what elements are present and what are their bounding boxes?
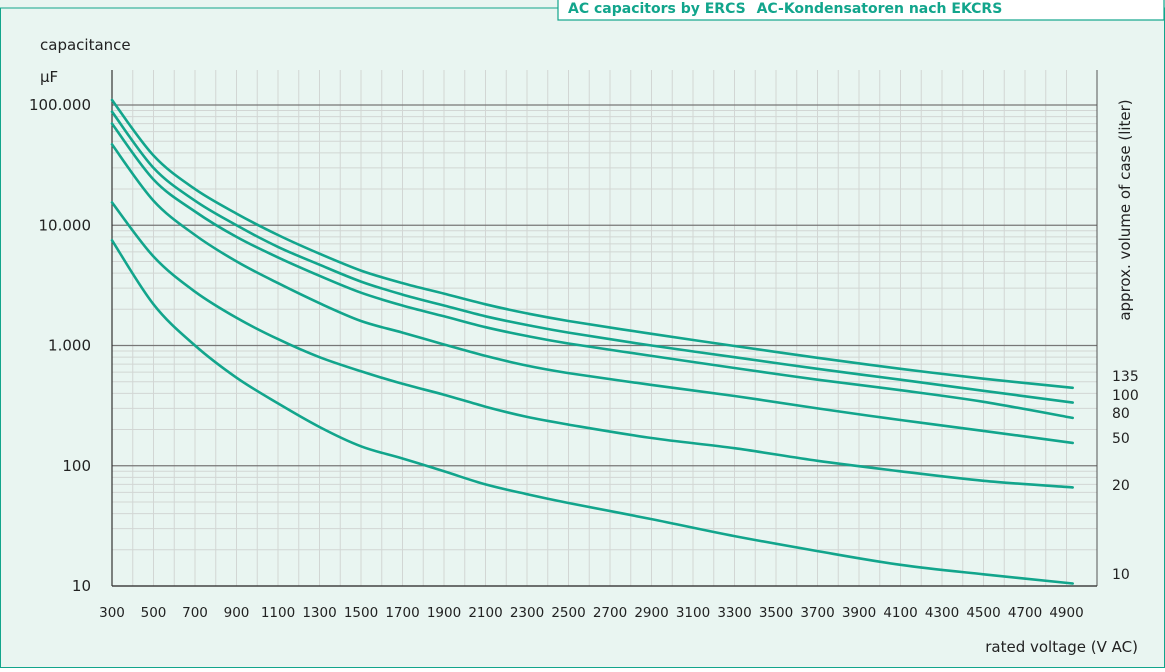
curves (110, 98, 1074, 585)
x-tick-label: 500 (141, 605, 167, 621)
x-tick-label: 2700 (593, 605, 627, 621)
series-line-80 (110, 122, 1074, 420)
title-english: AC capacitors by ERCS (568, 1, 746, 17)
x-tick-label: 3100 (676, 605, 710, 621)
x-tick-label: 300 (99, 605, 125, 621)
x-tick-label: 4300 (925, 605, 959, 621)
x-axis-label: rated voltage (V AC) (985, 638, 1138, 656)
title-box-frame (557, 0, 1165, 21)
y-axis-unit: µF (40, 68, 58, 86)
y-tick-label: 10.000 (39, 216, 92, 234)
x-tick-label: 900 (224, 605, 250, 621)
header-title-box: AC capacitors by ERCS AC-Kondensatoren n… (557, 0, 1165, 21)
series-line-10 (110, 239, 1074, 585)
series-line-135 (110, 98, 1074, 390)
x-tick-label: 2100 (468, 605, 502, 621)
minor-grid (111, 70, 1097, 586)
y-axis-label: capacitance (40, 36, 131, 54)
series-label-100: 100 (1112, 388, 1139, 404)
series-line-100 (110, 110, 1074, 404)
x-tick-label: 4500 (966, 605, 1000, 621)
series-label-135: 135 (1112, 369, 1139, 385)
x-tick-label: 2300 (510, 605, 544, 621)
x-tick-labels: 300 500 700 900 1100 1300 1500 1700 1900 2100 2300… (99, 605, 1084, 621)
y-tick-label: 1.000 (48, 337, 91, 355)
x-tick-label: 1100 (261, 605, 295, 621)
y-tick-label: 100 (62, 457, 91, 475)
x-tick-label: 4100 (883, 605, 917, 621)
x-tick-label: 2500 (551, 605, 585, 621)
major-grid (111, 70, 1098, 587)
right-axis-label: approx. volume of case (liter) (1116, 99, 1134, 320)
title-german: AC-Kondensatoren nach EKCRS (757, 1, 1003, 17)
x-tick-label: 3700 (800, 605, 834, 621)
x-tick-label: 2900 (634, 605, 668, 621)
x-tick-label: 1500 (344, 605, 378, 621)
x-tick-label: 4900 (1049, 605, 1083, 621)
x-tick-label: 4700 (1008, 605, 1042, 621)
y-tick-label: 100.000 (29, 96, 91, 114)
x-tick-label: 1700 (385, 605, 419, 621)
x-tick-label: 1900 (427, 605, 461, 621)
y-tick-labels: 10 100 1.000 10.000 100.000 (29, 96, 91, 595)
series-line-50 (110, 143, 1074, 445)
series-labels: 135 100 80 50 20 10 (1112, 369, 1139, 583)
series-label-20: 20 (1112, 478, 1130, 494)
series-label-50: 50 (1112, 431, 1130, 447)
series-label-80: 80 (1112, 406, 1130, 422)
y-tick-label: 10 (72, 577, 91, 595)
series-label-10: 10 (1112, 567, 1130, 583)
x-tick-label: 1300 (302, 605, 336, 621)
x-tick-label: 700 (182, 605, 208, 621)
x-tick-label: 3900 (842, 605, 876, 621)
x-tick-label: 3300 (717, 605, 751, 621)
series-line-20 (110, 201, 1074, 489)
page-title: AC capacitors by ERCS AC-Kondensatoren n… (568, 1, 1002, 17)
x-tick-label: 3500 (759, 605, 793, 621)
